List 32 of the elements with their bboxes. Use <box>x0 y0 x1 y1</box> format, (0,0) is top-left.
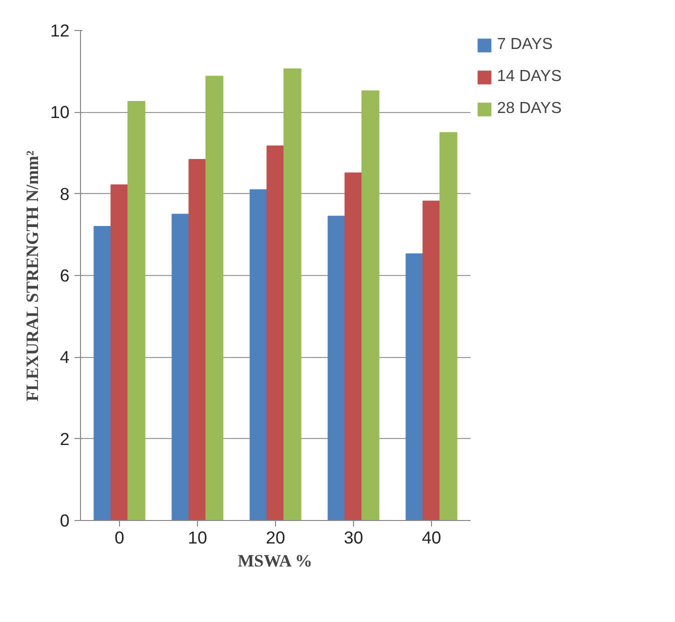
y-tick-label: 10 <box>50 102 70 122</box>
bar <box>422 200 440 520</box>
bar <box>344 172 362 520</box>
bar <box>439 132 458 520</box>
legend-label: 14 DAYS <box>497 68 562 86</box>
bar <box>205 76 224 520</box>
y-tick-label: 12 <box>50 20 70 40</box>
y-tick-label: 8 <box>60 184 70 204</box>
x-tick-label: 30 <box>344 528 364 548</box>
x-axis-title: MSWA % <box>238 552 312 570</box>
y-tick-label: 6 <box>60 266 70 286</box>
legend-label: 7 DAYS <box>497 36 553 54</box>
y-tick-label: 4 <box>60 347 70 368</box>
bar <box>266 146 284 520</box>
bar <box>328 216 346 520</box>
bar <box>250 189 268 520</box>
bar <box>188 159 206 520</box>
y-tick-label: 2 <box>60 428 70 449</box>
bar <box>361 90 380 520</box>
bar <box>110 184 128 520</box>
y-tick-label: 0 <box>60 510 70 530</box>
bar <box>172 214 190 520</box>
bar <box>127 101 146 520</box>
bar <box>406 253 424 520</box>
x-tick-label: 20 <box>266 528 286 548</box>
x-tick-label: 40 <box>422 528 442 548</box>
x-tick-label: 0 <box>114 528 124 548</box>
y-axis-title: FLEXURAL STRENGTH N/mm² <box>23 150 42 402</box>
legend-label: 28 DAYS <box>497 100 562 118</box>
bar <box>94 226 112 520</box>
bar <box>283 68 302 520</box>
x-tick-label: 10 <box>188 528 208 548</box>
